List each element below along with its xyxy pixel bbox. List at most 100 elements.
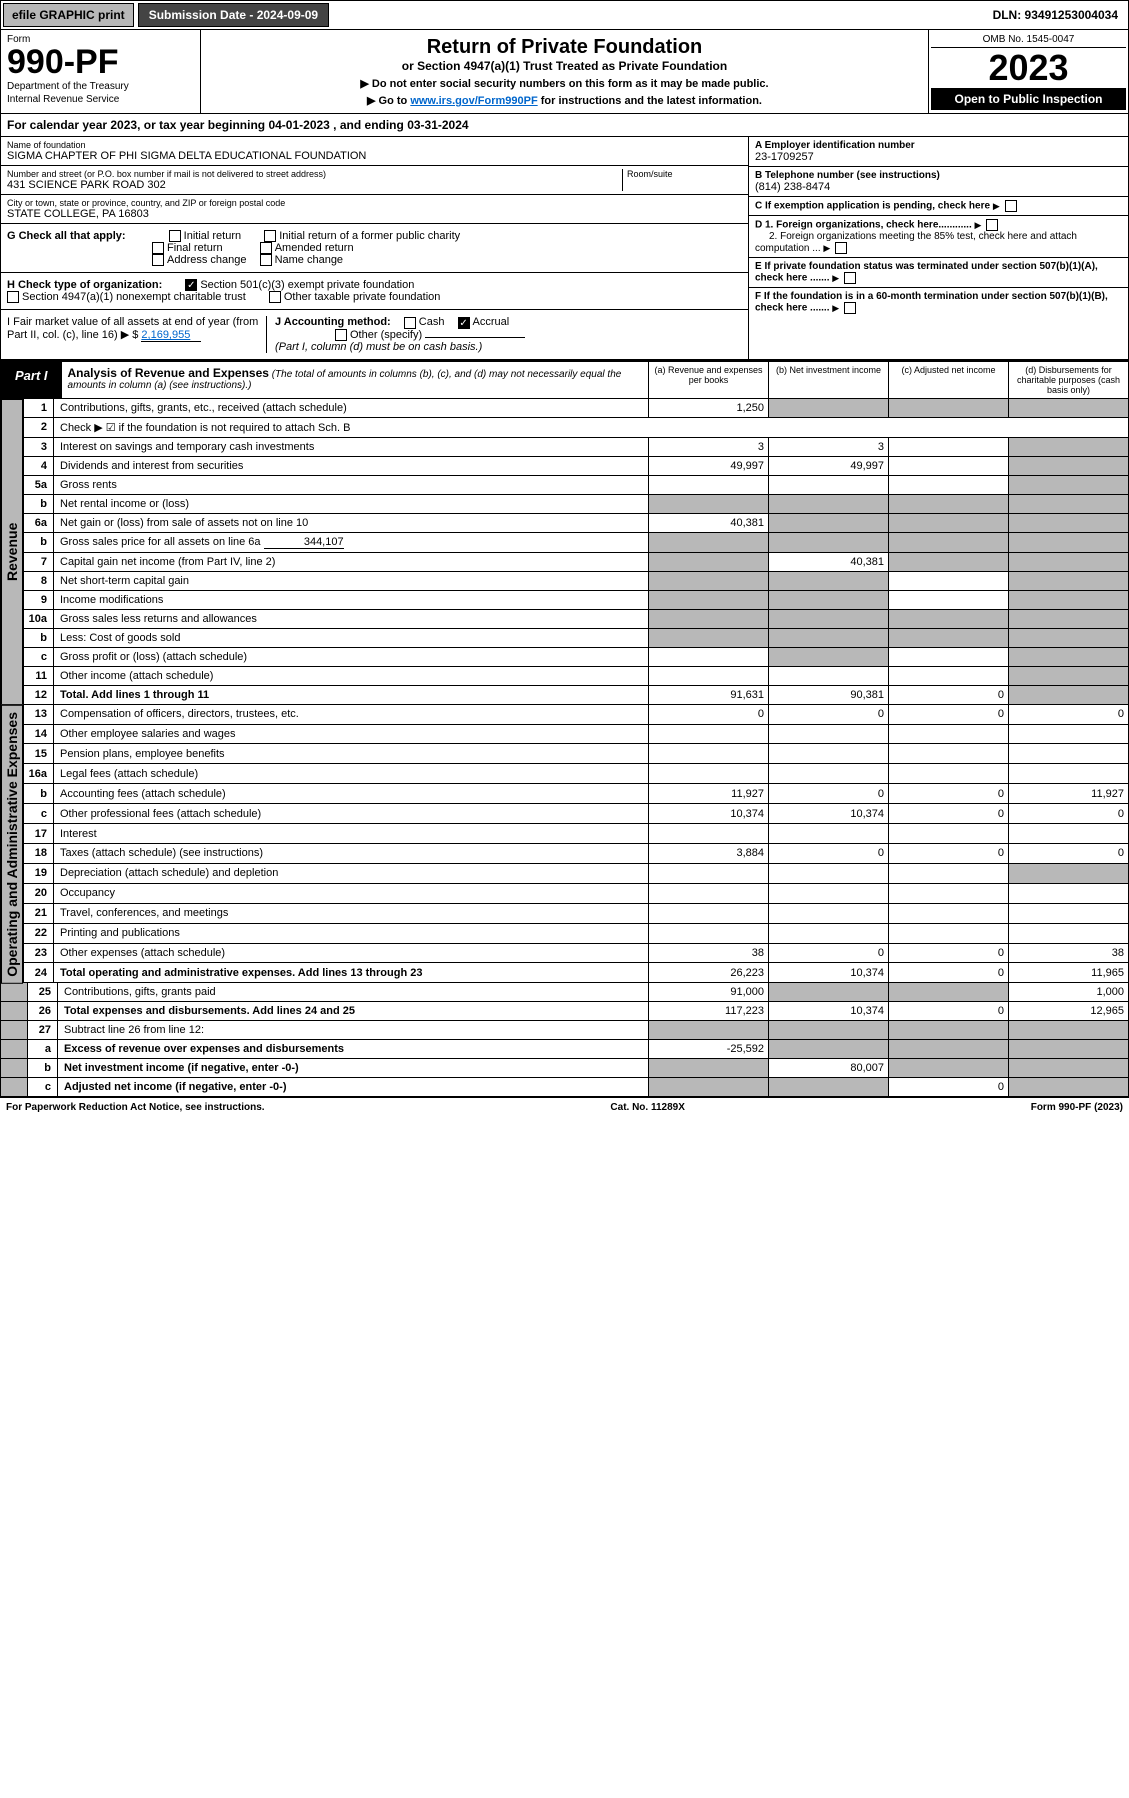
- other-taxable-checkbox[interactable]: [269, 291, 281, 303]
- cell-value: [1009, 883, 1129, 903]
- expenses-section: Operating and Administrative Expenses 13…: [0, 705, 1129, 984]
- cell-value: [769, 609, 889, 628]
- org-info-left: Name of foundation SIGMA CHAPTER OF PHI …: [1, 137, 748, 359]
- status-terminated-checkbox[interactable]: [844, 272, 856, 284]
- cell-value: [769, 647, 889, 666]
- fmv-value: 2,169,955: [141, 329, 201, 342]
- 4947a1-checkbox[interactable]: [7, 291, 19, 303]
- cell-value: [649, 883, 769, 903]
- cell-value: 40,381: [769, 552, 889, 571]
- exemption-pending-checkbox[interactable]: [1005, 200, 1017, 212]
- line-number: 23: [24, 943, 54, 963]
- cell-value: [769, 903, 889, 923]
- cell-value: [889, 552, 1009, 571]
- cell-value: [889, 399, 1009, 418]
- table-row: 24Total operating and administrative exp…: [24, 963, 1129, 983]
- final-return-checkbox[interactable]: [152, 242, 164, 254]
- cell-value: [769, 1040, 889, 1059]
- cell-value: 0: [769, 705, 889, 724]
- initial-return-checkbox[interactable]: [169, 230, 181, 242]
- line-number: 19: [24, 863, 54, 883]
- cell-value: 0: [889, 1002, 1009, 1021]
- dln: DLN: 93491253004034: [983, 4, 1128, 26]
- cell-value: 0: [889, 843, 1009, 863]
- year-end: 03-31-2024: [407, 118, 468, 132]
- header-right: OMB No. 1545-0047 2023 Open to Public In…: [928, 30, 1128, 113]
- line-description: Other expenses (attach schedule): [54, 943, 649, 963]
- cell-value: 1,000: [1009, 983, 1129, 1002]
- table-row: 2Check ▶ ☑ if the foundation is not requ…: [24, 417, 1129, 437]
- line-description: Other employee salaries and wages: [54, 724, 649, 744]
- cell-value: [889, 983, 1009, 1002]
- table-row: cAdjusted net income (if negative, enter…: [1, 1078, 1129, 1097]
- cell-value: 11,965: [1009, 963, 1129, 983]
- cash-checkbox[interactable]: [404, 317, 416, 329]
- line-number: 7: [24, 552, 54, 571]
- accrual-checkbox[interactable]: [458, 317, 470, 329]
- table-row: 18Taxes (attach schedule) (see instructi…: [24, 843, 1129, 863]
- cell-value: [1009, 456, 1129, 475]
- 60-month-checkbox[interactable]: [844, 302, 856, 314]
- table-row: cOther professional fees (attach schedul…: [24, 804, 1129, 824]
- line-number: 27: [28, 1021, 58, 1040]
- efile-print-button[interactable]: efile GRAPHIC print: [3, 3, 134, 27]
- irs-link[interactable]: www.irs.gov/Form990PF: [410, 95, 537, 107]
- col-b-header: (b) Net investment income: [768, 362, 888, 398]
- initial-former-checkbox[interactable]: [264, 230, 276, 242]
- line-number: c: [24, 804, 54, 824]
- dept-treasury: Department of the Treasury: [7, 81, 194, 92]
- foreign-85-checkbox[interactable]: [835, 242, 847, 254]
- line-description: Interest: [54, 824, 649, 844]
- section-e: E If private foundation status was termi…: [749, 258, 1128, 288]
- line-description: Net short-term capital gain: [54, 571, 649, 590]
- cell-value: 91,631: [649, 685, 769, 704]
- foreign-org-checkbox[interactable]: [986, 219, 998, 231]
- section-d: D 1. Foreign organizations, check here..…: [749, 216, 1128, 258]
- cell-value: [1009, 1040, 1129, 1059]
- other-method-checkbox[interactable]: [335, 329, 347, 341]
- form-ref: Form 990-PF (2023): [1031, 1102, 1123, 1113]
- table-row: 13Compensation of officers, directors, t…: [24, 705, 1129, 724]
- cell-value: 0: [889, 705, 1009, 724]
- cell-value: 11,927: [1009, 784, 1129, 804]
- table-row: 6aNet gain or (loss) from sale of assets…: [24, 513, 1129, 532]
- cell-value: 91,000: [649, 983, 769, 1002]
- cell-value: [1009, 1078, 1129, 1097]
- line-description: Subtract line 26 from line 12:: [58, 1021, 649, 1040]
- cell-value: [649, 724, 769, 744]
- form-number: 990-PF: [7, 45, 194, 79]
- cell-value: [889, 824, 1009, 844]
- cell-value: 3: [769, 437, 889, 456]
- line-number: 11: [24, 666, 54, 685]
- table-row: 9Income modifications: [24, 590, 1129, 609]
- table-row: 14Other employee salaries and wages: [24, 724, 1129, 744]
- cell-value: [889, 863, 1009, 883]
- cell-value: [1009, 609, 1129, 628]
- cell-value: 0: [889, 685, 1009, 704]
- cell-value: 0: [889, 1078, 1009, 1097]
- line-number: 10a: [24, 609, 54, 628]
- cell-value: [1009, 571, 1129, 590]
- cell-value: [649, 628, 769, 647]
- street-address: 431 SCIENCE PARK ROAD 302: [7, 179, 622, 191]
- cell-value: [889, 666, 1009, 685]
- cell-value: [889, 513, 1009, 532]
- line-description: Total expenses and disbursements. Add li…: [58, 1002, 649, 1021]
- revenue-table: 1Contributions, gifts, grants, etc., rec…: [23, 399, 1129, 705]
- cell-value: [889, 744, 1009, 764]
- cell-value: 0: [649, 705, 769, 724]
- line-description: Taxes (attach schedule) (see instruction…: [54, 843, 649, 863]
- part-1-label: Part I: [1, 362, 62, 398]
- line-number: 8: [24, 571, 54, 590]
- line-description: Interest on savings and temporary cash i…: [54, 437, 649, 456]
- line-description: Net gain or (loss) from sale of assets n…: [54, 513, 649, 532]
- cell-value: [889, 764, 1009, 784]
- col-d-header: (d) Disbursements for charitable purpose…: [1008, 362, 1128, 398]
- top-bar: efile GRAPHIC print Submission Date - 20…: [0, 0, 1129, 30]
- 501c3-checkbox[interactable]: [185, 279, 197, 291]
- paperwork-notice: For Paperwork Reduction Act Notice, see …: [6, 1102, 265, 1113]
- amended-return-checkbox[interactable]: [260, 242, 272, 254]
- name-change-checkbox[interactable]: [260, 254, 272, 266]
- table-row: 21Travel, conferences, and meetings: [24, 903, 1129, 923]
- address-change-checkbox[interactable]: [152, 254, 164, 266]
